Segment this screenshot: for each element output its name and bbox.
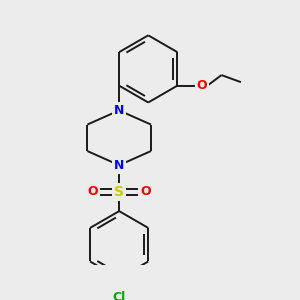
Text: N: N: [114, 104, 124, 117]
Text: Cl: Cl: [112, 291, 126, 300]
Text: O: O: [140, 185, 151, 198]
Text: S: S: [114, 185, 124, 199]
Text: N: N: [114, 104, 124, 117]
Text: N: N: [114, 159, 124, 172]
Text: O: O: [87, 185, 98, 198]
Text: O: O: [197, 79, 207, 92]
